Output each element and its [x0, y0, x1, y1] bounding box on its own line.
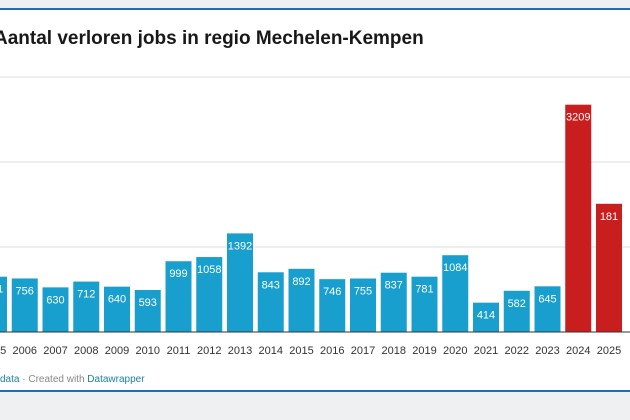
- x-tick-2024: 2024: [566, 345, 590, 357]
- x-tick-2020: 2020: [443, 345, 467, 357]
- footer-separator: ·: [22, 374, 26, 385]
- value-label-2022: 582: [508, 298, 526, 310]
- value-label-2014: 843: [262, 279, 280, 291]
- value-label-2019: 781: [415, 284, 433, 296]
- value-label-2006: 756: [16, 285, 34, 297]
- bar-2015: [288, 268, 315, 332]
- x-tick-2007: 2007: [43, 345, 67, 357]
- value-label-2020: 1084: [443, 262, 467, 274]
- value-label-2023: 645: [538, 293, 556, 305]
- value-label-2012: 1058: [197, 264, 221, 276]
- bar-2014: [257, 272, 284, 332]
- bar-2006: [11, 278, 38, 332]
- bar-2025: [596, 203, 622, 332]
- value-label-2011: 999: [169, 268, 187, 280]
- x-tick-2017: 2017: [351, 345, 375, 357]
- bar-2009: [104, 286, 130, 332]
- bar-2018: [380, 272, 407, 332]
- bar-2012: [196, 257, 223, 332]
- value-label-2010: 593: [139, 297, 157, 309]
- bar-2024: [565, 104, 592, 332]
- x-tick-2006: 2006: [13, 345, 37, 357]
- bar-2011: [165, 261, 192, 332]
- chart-title: Aantal verloren jobs in regio Mechelen-K…: [0, 28, 424, 49]
- value-label-2008: 712: [77, 289, 95, 301]
- value-label-2005: 781: [0, 284, 3, 296]
- bar-2022: [503, 290, 530, 332]
- x-tick-2013: 2013: [228, 345, 252, 357]
- data-link[interactable]: data: [0, 374, 20, 385]
- bar-2010: [134, 289, 161, 332]
- x-tick-2009: 2009: [105, 345, 129, 357]
- value-label-2013: 1392: [228, 240, 252, 252]
- x-tick-2025: 2025: [597, 345, 621, 357]
- bar-2021: [473, 302, 499, 332]
- value-label-2017: 755: [354, 286, 372, 298]
- x-tick-2023: 2023: [535, 345, 559, 357]
- created-with-text: Created with: [28, 374, 85, 385]
- bar-chart: 781 2005 756 2006 630 2007 712 2008 640 2009 593 20…: [0, 76, 630, 357]
- bar-2008: [73, 281, 100, 332]
- chart-footer: data · Created with Datawrapper: [0, 374, 145, 385]
- value-label-2021: 414: [477, 310, 495, 322]
- value-label-2024: 3209: [566, 112, 590, 124]
- value-label-2007: 630: [46, 294, 64, 306]
- x-tick-2005: 2005: [0, 345, 6, 357]
- x-tick-2016: 2016: [320, 345, 344, 357]
- value-label-2016: 746: [323, 286, 341, 298]
- x-tick-2022: 2022: [505, 345, 529, 357]
- value-label-2025: 181: [600, 211, 618, 223]
- value-label-2018: 837: [385, 280, 403, 292]
- value-label-2015: 892: [292, 276, 310, 288]
- value-label-2009: 640: [108, 294, 126, 306]
- bar-2013: [227, 233, 253, 332]
- bar-2023: [534, 286, 561, 332]
- x-tick-2015: 2015: [289, 345, 313, 357]
- bar-2017: [350, 278, 376, 332]
- bar-2016: [319, 279, 346, 332]
- bar-2005: [0, 276, 7, 332]
- x-tick-2014: 2014: [259, 345, 283, 357]
- chart-container: Aantal verloren jobs in regio Mechelen-K…: [0, 8, 630, 392]
- datawrapper-link[interactable]: Datawrapper: [87, 374, 145, 385]
- x-tick-2010: 2010: [136, 345, 160, 357]
- bar-2007: [42, 287, 69, 332]
- bar-2019: [411, 276, 438, 332]
- bar-2020: [442, 255, 469, 332]
- x-tick-2019: 2019: [412, 345, 436, 357]
- x-tick-2021: 2021: [474, 345, 498, 357]
- x-tick-2008: 2008: [74, 345, 98, 357]
- x-tick-2018: 2018: [382, 345, 406, 357]
- x-tick-2012: 2012: [197, 345, 221, 357]
- x-tick-2011: 2011: [167, 345, 191, 357]
